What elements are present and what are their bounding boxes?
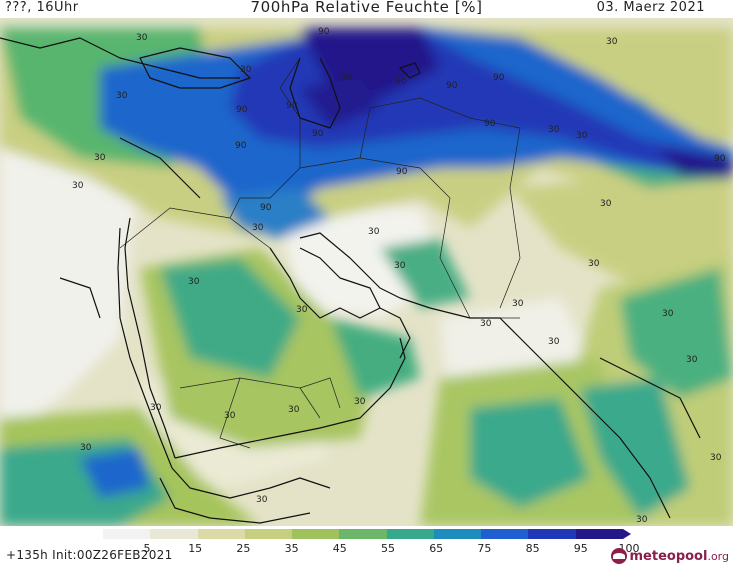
color-scale-segment [528,529,577,539]
contour-label-30: 30 [72,181,84,191]
contour-label-30: 30 [686,355,698,365]
contour-label-30: 30 [116,91,128,101]
contour-label-30: 30 [548,337,560,347]
contour-label-90: 90 [235,141,247,151]
color-scale-tick-label: 55 [381,542,395,555]
contour-label-90: 90 [260,203,272,213]
contour-label-90: 90 [236,105,248,115]
meteopool-logo: meteopool.org [610,546,729,566]
contour-label-30: 30 [256,495,268,505]
color-scale-tick-label: 15 [188,542,203,555]
contour-label-30: 30 [600,199,612,209]
contour-label-90: 90 [484,119,496,129]
color-scale-tick-label: 5 [143,542,151,555]
color-scale-tick-label: 45 [332,542,347,555]
coastlines [0,37,701,524]
contour-labels: 90 90 90 90 90 90 90 90 90 90 90 90 90 3… [72,27,726,525]
color-scale-segment [103,529,151,539]
color-scale-tick-label: 35 [284,542,299,555]
contour-label-30: 30 [480,319,492,329]
color-scale-tick-label: 65 [429,542,444,555]
contour-label-90: 90 [493,73,505,83]
color-scale-segment [386,529,435,539]
country-borders [119,57,521,449]
color-scale-segment [575,529,624,539]
valid-time-label: ???, 16Uhr [5,0,79,15]
contour-label-30: 30 [662,309,674,319]
color-scale-tick-label: 85 [525,542,540,555]
contour-label-30: 30 [224,411,236,421]
color-scale-segment [292,529,340,539]
contour-label-30: 30 [354,397,366,407]
contour-label-30: 30 [288,405,300,415]
contour-label-30: 30 [636,515,648,525]
color-scale-tick-label: 25 [236,542,251,555]
color-scale-end-arrow [623,529,631,539]
contour-label-30: 30 [588,259,600,269]
contour-label-30: 30 [136,33,148,43]
contour-label-30: 30 [252,223,264,233]
contour-label-90: 90 [395,77,407,87]
color-scale-tick-label: 95 [573,542,588,555]
map-title: 700hPa Relative Feuchte [%] [250,0,483,16]
contour-label-90: 90 [318,27,330,37]
humidity-fill [0,28,733,526]
contour-label-90: 90 [312,129,324,139]
contour-label-30: 30 [710,453,722,463]
contour-label-90: 90 [446,81,458,91]
contour-label-30: 30 [188,277,200,287]
logo-tld: .org [707,549,729,563]
contour-label-30: 30 [150,403,162,413]
color-scale-segment [481,529,529,539]
color-scale-segment [339,529,388,539]
color-scale-bar [103,529,631,539]
humidity-map-canvas: 90 90 90 90 90 90 90 90 90 90 90 90 90 3… [0,18,733,526]
forecast-date: 03. Maerz 2021 [596,0,705,15]
map-header: ???, 16Uhr 700hPa Relative Feuchte [%] 0… [0,0,733,18]
contour-label-30: 30 [576,131,588,141]
contour-label-30: 30 [240,65,252,75]
color-scale-segment [197,529,246,539]
contour-label-30: 30 [548,125,560,135]
color-scale-segment [433,529,482,539]
logo-icon [610,548,627,564]
contour-label-30: 30 [394,261,406,271]
contour-label-30: 30 [606,37,618,47]
humidity-map: 90 90 90 90 90 90 90 90 90 90 90 90 90 3… [0,18,733,526]
model-run-info: +135h Init:00Z26FEB2021 [6,548,173,562]
contour-label-90: 90 [714,154,726,164]
contour-label-90: 90 [340,73,352,83]
contour-label-90: 90 [396,167,408,177]
contour-label-90: 90 [286,101,298,111]
legend-area: 5 15 25 35 45 55 65 75 85 95 100 +135h Init:00Z26F… [0,526,733,566]
contour-label-30: 30 [94,153,106,163]
contour-label-30: 30 [80,443,92,453]
contour-label-30: 30 [368,227,380,237]
color-scale-tick-label: 75 [477,542,492,555]
contour-label-30: 30 [296,305,308,315]
color-scale-segment [244,529,293,539]
contour-label-30: 30 [512,299,524,309]
color-scale-segment [150,529,199,539]
logo-name: meteopool [629,548,708,564]
